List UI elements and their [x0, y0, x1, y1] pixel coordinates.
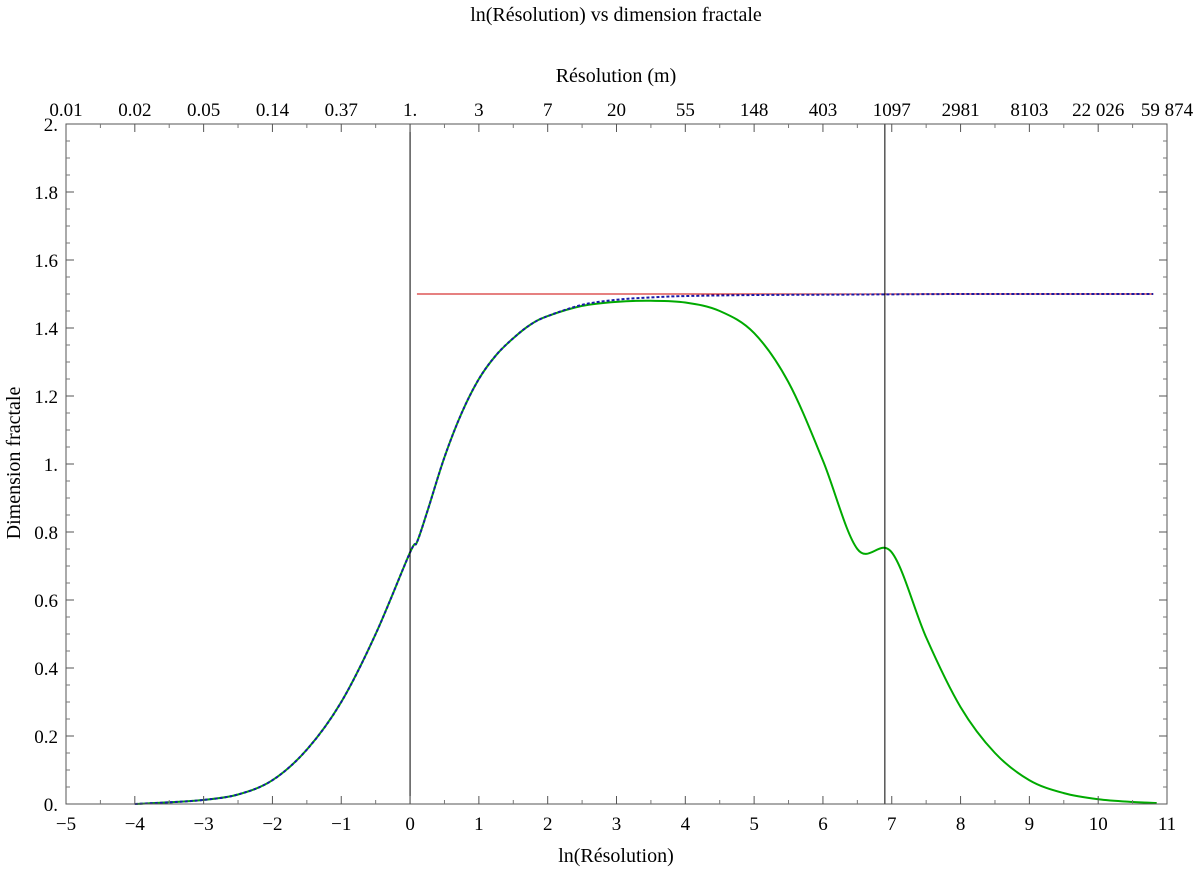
y-tick-label: 1.	[44, 455, 58, 476]
y-tick-label: 1.4	[34, 319, 58, 340]
x-tick-label: 6	[818, 814, 828, 835]
x-tick-label: −4	[125, 814, 146, 835]
series-layer	[134, 292, 1157, 805]
plot-frame	[65, 123, 1168, 805]
top-tick-label: 7	[543, 100, 553, 121]
y-tick-label: 2.	[44, 115, 58, 136]
ticks-layer	[65, 123, 1168, 805]
y-tick-label: 1.6	[34, 251, 58, 272]
top-tick-label: 2981	[942, 100, 980, 121]
x-tick-label: −5	[56, 814, 76, 835]
x-tick-label: 2	[543, 814, 553, 835]
x-tick-label: 4	[681, 814, 691, 835]
y-axis-title: Dimension fractale	[3, 387, 25, 540]
top-tick-label: 403	[809, 100, 838, 121]
y-tick-label: 1.2	[34, 387, 58, 408]
x-tick-label: 5	[749, 814, 759, 835]
top-tick-label: 1097	[873, 100, 911, 121]
x-tick-label: −1	[331, 814, 351, 835]
vertical-lines-layer	[409, 124, 886, 804]
x-tick-label: −3	[194, 814, 214, 835]
x-tick-label: 1	[474, 814, 484, 835]
x-tick-label: 0	[405, 814, 415, 835]
top-tick-label: 0.02	[118, 100, 151, 121]
tick-labels-layer: −5 −4 −3 −2 −1 0 1 2 3 4 5 6 7 8 9 10 110.01 0.02 0.05 0.14…	[34, 100, 1193, 835]
series-line-0	[134, 299, 1157, 805]
top-tick-label: 59 874	[1141, 100, 1194, 121]
top-tick-label: 0.01	[49, 100, 82, 121]
y-tick-label: 1.8	[34, 183, 58, 204]
axes-layer	[65, 123, 1168, 805]
x-tick-label: 3	[612, 814, 622, 835]
y-tick-label: 0.6	[34, 591, 58, 612]
x-tick-label: 11	[1158, 814, 1176, 835]
top-tick-label: 0.05	[187, 100, 220, 121]
y-tick-label: 0.4	[34, 659, 58, 680]
series-line-1	[134, 292, 1154, 805]
top-tick-label: 0.37	[325, 100, 358, 121]
x-tick-label: 10	[1089, 814, 1108, 835]
x-tick-label: 9	[1025, 814, 1035, 835]
y-tick-label: 0.8	[34, 523, 58, 544]
top-tick-label: 55	[676, 100, 695, 121]
title-group: ln(Résolution) vs dimension fractale Rés…	[3, 4, 762, 867]
x-axis-title: ln(Résolution)	[558, 845, 674, 867]
chart-title: ln(Résolution) vs dimension fractale	[470, 4, 762, 26]
top-tick-label: 1.	[403, 100, 417, 121]
top-tick-label: 3	[474, 100, 484, 121]
top-tick-label: 148	[740, 100, 769, 121]
top-tick-label: 22 026	[1072, 100, 1124, 121]
x-tick-label: −2	[262, 814, 282, 835]
top-tick-label: 20	[607, 100, 626, 121]
x-tick-label: 7	[887, 814, 897, 835]
y-tick-label: 0.	[44, 795, 58, 816]
y-tick-label: 0.2	[34, 727, 58, 748]
top-tick-label: 8103	[1010, 100, 1048, 121]
x-tick-label: 8	[956, 814, 966, 835]
top-axis-title: Résolution (m)	[556, 65, 677, 87]
top-tick-label: 0.14	[256, 100, 290, 121]
